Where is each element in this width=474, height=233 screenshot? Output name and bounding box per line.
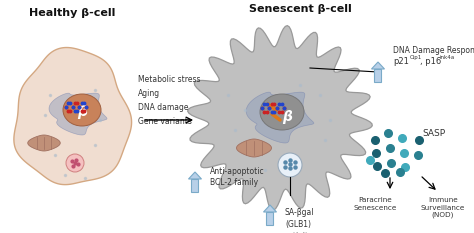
FancyBboxPatch shape — [266, 212, 273, 225]
Text: Immune
Surveillance
(NOD): Immune Surveillance (NOD) — [421, 197, 465, 219]
Polygon shape — [28, 135, 60, 151]
Circle shape — [278, 153, 302, 177]
Text: Senescent β-cell: Senescent β-cell — [249, 4, 351, 14]
Text: β: β — [282, 110, 292, 124]
Text: β: β — [77, 105, 87, 119]
Polygon shape — [372, 62, 384, 69]
Text: Healthy β-cell: Healthy β-cell — [29, 8, 115, 18]
Polygon shape — [14, 48, 132, 185]
Text: Paracrine
Senescence: Paracrine Senescence — [353, 197, 397, 210]
Circle shape — [66, 154, 84, 172]
Text: Gene variants: Gene variants — [138, 117, 192, 127]
Text: Cip1: Cip1 — [410, 55, 422, 60]
FancyBboxPatch shape — [374, 69, 382, 82]
Polygon shape — [49, 93, 107, 135]
Polygon shape — [264, 205, 276, 212]
Text: Anti-apoptotic
BCL-2 family: Anti-apoptotic BCL-2 family — [210, 167, 264, 187]
Text: , p16: , p16 — [420, 57, 441, 66]
Ellipse shape — [260, 94, 304, 130]
FancyBboxPatch shape — [191, 179, 199, 192]
Text: SASP: SASP — [422, 129, 445, 137]
Polygon shape — [237, 139, 272, 157]
Text: ink4a: ink4a — [440, 55, 455, 60]
Text: Metabolic stress: Metabolic stress — [138, 75, 201, 85]
Text: SA-βgal
(GLB1)
activity: SA-βgal (GLB1) activity — [285, 208, 315, 233]
Polygon shape — [189, 172, 201, 179]
Polygon shape — [246, 92, 314, 143]
Ellipse shape — [63, 94, 101, 126]
Text: p21: p21 — [393, 57, 409, 66]
Text: DNA damage: DNA damage — [138, 103, 189, 113]
Polygon shape — [188, 26, 372, 210]
Text: DNA Damage Response: DNA Damage Response — [393, 46, 474, 55]
Text: Aging: Aging — [138, 89, 160, 99]
